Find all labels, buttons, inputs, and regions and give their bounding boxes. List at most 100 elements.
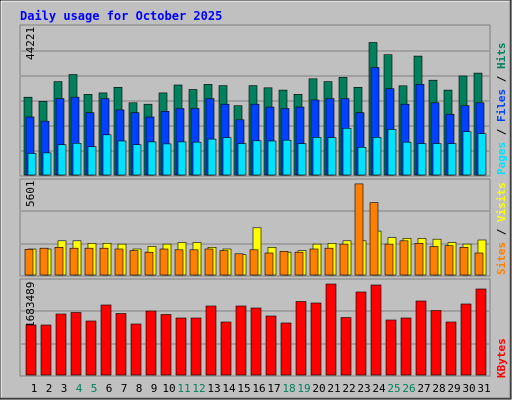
- day-label: 5: [91, 382, 98, 395]
- kbytes-bar: [295, 301, 307, 376]
- sites-bar: [339, 243, 349, 276]
- day-label: 19: [297, 382, 310, 395]
- day-label: 14: [222, 382, 236, 395]
- kbytes-bar: [85, 320, 97, 376]
- kbytes-bar: [100, 304, 112, 376]
- sites-bar: [444, 245, 454, 276]
- day-label: 21: [327, 382, 340, 395]
- kbytes-bar: [340, 317, 352, 376]
- sites-bar: [234, 253, 244, 276]
- legend-hits: Hits: [495, 43, 508, 70]
- kbytes-bar: [190, 317, 202, 376]
- day-label: 8: [136, 382, 143, 395]
- kbytes-bar: [265, 315, 277, 376]
- day-label: 9: [151, 382, 158, 395]
- pages-bar: [117, 140, 127, 176]
- pages-bar: [27, 153, 37, 176]
- pages-bar: [207, 138, 217, 176]
- svg-text:Pages / Files / Hits: Pages / Files / Hits: [495, 43, 508, 176]
- sites-bar: [324, 247, 334, 276]
- kbytes-bar: [250, 307, 262, 376]
- day-label: 2: [46, 382, 53, 395]
- kbytes-bar: [115, 313, 127, 376]
- pages-bar: [372, 137, 382, 176]
- sites-bar: [39, 247, 49, 276]
- day-label: 11: [177, 382, 190, 395]
- day-label: 16: [252, 382, 265, 395]
- pages-bar: [312, 137, 322, 176]
- pages-bar: [327, 137, 337, 176]
- day-label: 30: [462, 382, 475, 395]
- pages-bar: [432, 143, 442, 176]
- kbytes-bar: [55, 313, 67, 376]
- day-label: 1: [31, 382, 38, 395]
- sites-bar: [384, 243, 394, 276]
- day-label: 22: [342, 382, 355, 395]
- sites-bar: [429, 246, 439, 276]
- kbytes-bar: [475, 288, 487, 376]
- pages-bar: [402, 141, 412, 176]
- sites-bar: [369, 202, 379, 276]
- pages-bar: [192, 141, 202, 176]
- pages-bar: [267, 140, 277, 176]
- legend-hits-panel: Pages / Files / Hits: [495, 43, 508, 176]
- day-label: 15: [237, 382, 250, 395]
- kbytes-bar: [280, 322, 292, 376]
- day-label: 28: [432, 382, 445, 395]
- pages-bar: [87, 146, 97, 176]
- pages-bar: [162, 143, 172, 176]
- day-label: 4: [76, 382, 83, 395]
- pages-bar: [72, 143, 82, 176]
- bars-sites-visits: [24, 183, 487, 276]
- pages-bar: [477, 133, 487, 176]
- day-label: 3: [61, 382, 68, 395]
- sites-bar: [129, 250, 139, 276]
- pages-bar: [102, 134, 112, 176]
- sites-bar: [204, 248, 214, 276]
- day-label: 29: [447, 382, 460, 395]
- legend-sites: Sites: [495, 242, 508, 275]
- pages-bar: [447, 143, 457, 176]
- kbytes-bar: [400, 317, 412, 376]
- pages-bar: [177, 141, 187, 176]
- day-label: 17: [267, 382, 280, 395]
- sites-bar: [84, 247, 94, 276]
- sites-bar: [264, 252, 274, 276]
- sites-bar: [54, 247, 64, 276]
- x-axis-day-labels: 1 2 3 4 5 6 7 8 9 10 11 12 13 14 15 16 17 18 19 20 21 22 23 24 2…: [31, 382, 491, 395]
- pages-bar: [42, 152, 52, 176]
- sites-bar: [309, 248, 319, 276]
- sites-bar: [174, 249, 184, 276]
- pages-bar: [387, 129, 397, 176]
- svg-text:Sites / Visits: Sites / Visits: [495, 182, 508, 275]
- sites-bar: [279, 251, 289, 276]
- day-label: 24: [372, 382, 386, 395]
- day-label: 25: [387, 382, 400, 395]
- day-label: 26: [402, 382, 415, 395]
- day-label: 18: [282, 382, 295, 395]
- kbytes-bar: [415, 300, 427, 376]
- sites-bar: [114, 248, 124, 276]
- day-label: 23: [357, 382, 370, 395]
- day-label: 20: [312, 382, 325, 395]
- legend-visits: Visits: [495, 182, 508, 222]
- pages-bar: [342, 128, 352, 176]
- pages-bar: [222, 137, 232, 176]
- kbytes-bar: [310, 302, 322, 376]
- sites-bar: [24, 249, 34, 276]
- day-label: 13: [207, 382, 220, 395]
- sites-bar: [69, 247, 79, 276]
- pages-bar: [357, 147, 367, 176]
- sites-bar: [99, 247, 109, 276]
- ytick-sites-panel: 5601: [24, 181, 37, 208]
- pages-bar: [252, 140, 262, 176]
- sites-bar: [159, 248, 169, 276]
- pages-bar: [57, 144, 67, 176]
- pages-bar: [297, 143, 307, 176]
- kbytes-bar: [160, 314, 172, 376]
- kbytes-bar: [70, 312, 82, 376]
- legend-kbytes-panel: KBytes: [495, 338, 508, 378]
- kbytes-bar: [445, 321, 457, 376]
- kbytes-bar: [130, 323, 142, 376]
